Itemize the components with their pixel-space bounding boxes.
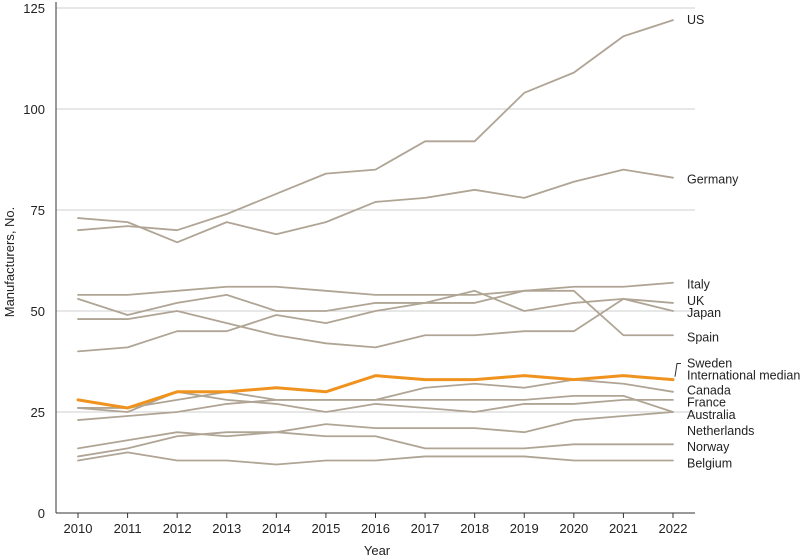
- series-label-canada: Canada: [687, 384, 731, 398]
- series-label-germany: Germany: [687, 173, 739, 187]
- series-line-uk: [77, 297, 674, 349]
- series-label-spain: Spain: [687, 330, 719, 344]
- sweden-label-connector: [674, 363, 681, 377]
- x-tick-label: 2017: [411, 521, 440, 536]
- series-label-france: France: [687, 396, 726, 410]
- y-tick-label: 25: [31, 405, 45, 420]
- series-line-spain: [77, 289, 674, 353]
- series-line-belgium: [77, 451, 674, 466]
- series-line-germany: [77, 168, 674, 244]
- x-tick-label: 2011: [114, 521, 142, 536]
- x-tick-label: 2016: [361, 521, 390, 536]
- series-line-netherlands: [77, 411, 674, 450]
- series-line-australia: [77, 394, 674, 421]
- series-label-international-median: International median: [687, 369, 800, 383]
- x-tick-label: 2019: [510, 521, 539, 536]
- x-tick-label: 2014: [262, 521, 291, 536]
- x-tick-label: 2010: [64, 521, 93, 536]
- series-label-belgium: Belgium: [687, 456, 732, 470]
- x-tick-label: 2022: [659, 521, 688, 536]
- y-tick-label: 50: [31, 304, 45, 319]
- axes: 0 25 50 75 100 125 2010 2011 2012 2013 2014 2015 201…: [23, 1, 695, 536]
- series-line-norway: [77, 431, 674, 458]
- series-line-us: [77, 19, 674, 232]
- y-tick-label: 0: [38, 506, 45, 521]
- series-label-sweden: Sweden: [687, 357, 732, 371]
- series-label-uk: UK: [687, 294, 705, 308]
- y-tick-label: 75: [31, 203, 45, 218]
- x-axis-title: Year: [364, 543, 391, 558]
- y-axis-title: Manufacturers, No.: [2, 207, 17, 318]
- y-tick-label: 125: [23, 1, 45, 16]
- x-tick-label: 2021: [609, 521, 638, 536]
- x-tick-label: 2012: [163, 521, 192, 536]
- series-label-netherlands: Netherlands: [687, 424, 754, 438]
- x-tick-label: 2015: [311, 521, 340, 536]
- series-label-japan: Japan: [687, 306, 721, 320]
- y-tick-label: 100: [23, 102, 45, 117]
- gridlines: [56, 7, 695, 413]
- series-line-italy: [77, 281, 674, 296]
- series-label-norway: Norway: [687, 440, 730, 454]
- series-label-us: US: [687, 13, 704, 27]
- series-lines: [76, 19, 675, 466]
- series-line-international-median: [76, 374, 675, 410]
- series-label-australia: Australia: [687, 408, 736, 422]
- series-line-japan: [77, 289, 674, 316]
- x-tick-label: 2018: [460, 521, 489, 536]
- series-label-italy: Italy: [687, 278, 711, 292]
- x-tick-label: 2013: [212, 521, 241, 536]
- x-tick-label: 2020: [559, 521, 588, 536]
